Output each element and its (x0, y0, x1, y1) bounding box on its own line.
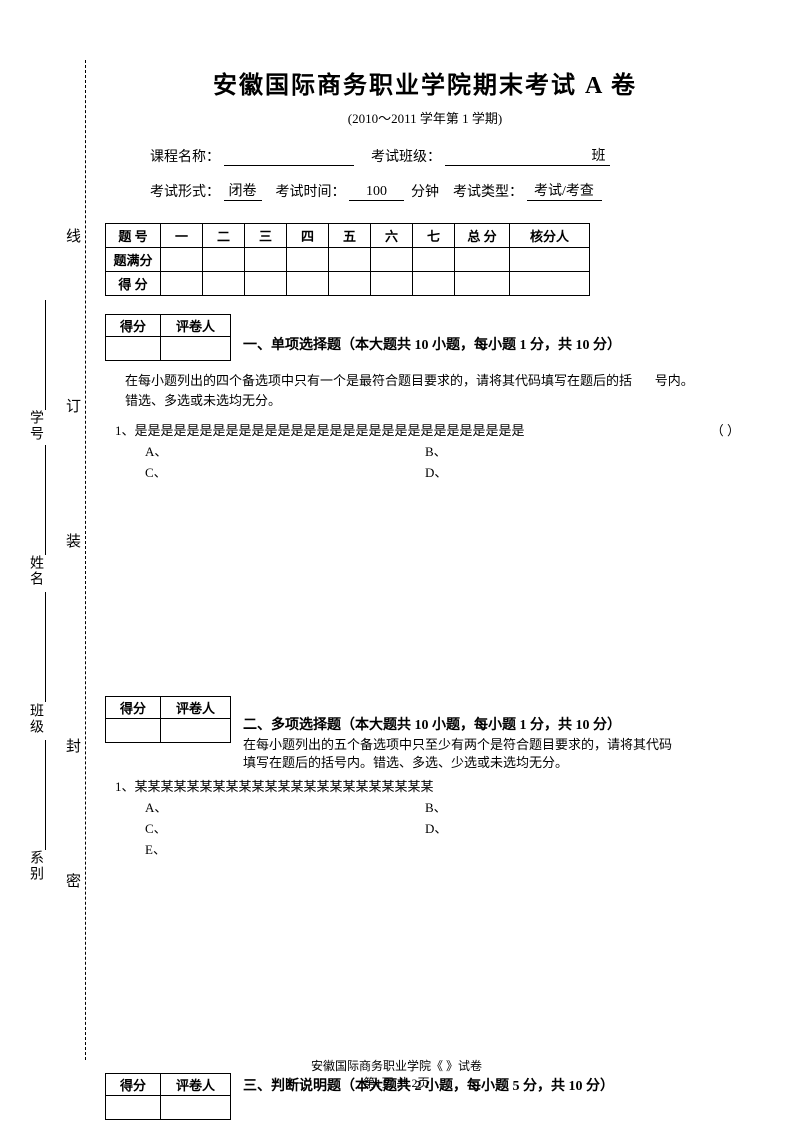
time-value: 100 (349, 184, 404, 201)
side-underline-banji (45, 592, 46, 702)
form-value: 闭卷 (224, 180, 262, 201)
footer-line-1: 安徽国际商务职业学院《 》试卷 (0, 1058, 793, 1075)
side-label-banji: 班级 (25, 703, 45, 735)
section-1-q1: 1、是是是是是是是是是是是是是是是是是是是是是是是是是是是是是是 （ ） (115, 420, 755, 439)
section-1-header: 得分 评卷人 一、单项选择题（本大题共 10 小题，每小题 1 分，共 10 分… (105, 314, 755, 361)
mini-table-2: 得分 评卷人 (105, 696, 231, 743)
opt2-a: A、 (145, 797, 425, 816)
section-2-q1-opts-e: E、 (145, 839, 755, 858)
section-2-q1-opts-ab: A、 B、 (145, 797, 755, 816)
meta-row-1: 课程名称： 考试班级： 班 (150, 145, 755, 166)
side-underline-xingming (45, 445, 46, 555)
score-col-7: 七 (413, 224, 455, 248)
side-label-xuehao: 学号 (25, 410, 45, 442)
mini-score-1: 得分 (106, 315, 161, 337)
opt-a: A、 (145, 441, 425, 460)
opt2-c: C、 (145, 818, 425, 837)
mini-grader-2: 评卷人 (161, 697, 231, 719)
opt2-d: D、 (425, 818, 447, 837)
page-footer: 安徽国际商务职业学院《 》试卷 第1页 共 2页 (0, 1058, 793, 1092)
score-col-1: 一 (161, 224, 203, 248)
score-col-3: 三 (245, 224, 287, 248)
score-col-2: 二 (203, 224, 245, 248)
binding-dashed-line (85, 60, 86, 1060)
side-underline-xibie (45, 740, 46, 850)
opt2-e: E、 (145, 839, 425, 858)
class-value: 班 (445, 145, 610, 166)
binding-char-ding: 订 (66, 395, 81, 416)
binding-char-feng: 封 (66, 735, 81, 756)
section-1-q1-opts-ab: A、 B、 (145, 441, 755, 460)
course-value (224, 165, 354, 166)
type-value: 考试/考查 (527, 180, 602, 201)
score-col-6: 六 (371, 224, 413, 248)
mini-table-1: 得分 评卷人 (105, 314, 231, 361)
side-underline-xuehao (45, 300, 46, 410)
opt-c: C、 (145, 462, 425, 481)
time-unit: 分钟 (411, 185, 439, 200)
score-col-4: 四 (287, 224, 329, 248)
binding-char-xian: 线 (66, 225, 81, 246)
section-1-instruction: 在每小题列出的四个备选项中只有一个是最符合题目要求的，请将其代码填写在题后的括 … (125, 371, 745, 410)
score-table-full-row: 题满分 (106, 248, 590, 272)
score-table-header-row: 题 号 一 二 三 四 五 六 七 总 分 核分人 (106, 224, 590, 248)
side-label-xingming: 姓名 (25, 555, 45, 587)
time-label: 考试时间： (276, 185, 346, 200)
mini-score-2: 得分 (106, 697, 161, 719)
section-1-q1-opts-cd: C、 D、 (145, 462, 755, 481)
score-table: 题 号 一 二 三 四 五 六 七 总 分 核分人 题满分 得 分 (105, 223, 590, 296)
mini-grader-1: 评卷人 (161, 315, 231, 337)
section-2-title: 二、多项选择题（本大题共 10 小题，每小题 1 分，共 10 分） (243, 714, 683, 734)
score-table-score-row: 得 分 (106, 272, 590, 296)
score-col-0: 题 号 (106, 224, 161, 248)
opt2-b: B、 (425, 797, 447, 816)
row-score-label: 得 分 (106, 272, 161, 296)
row-full-label: 题满分 (106, 248, 161, 272)
side-label-xibie: 系别 (25, 850, 45, 882)
opt-d: D、 (425, 462, 447, 481)
page-title: 安徽国际商务职业学院期末考试 A 卷 (95, 65, 755, 100)
section-2-q1: 1、某某某某某某某某某某某某某某某某某某某某某某某 (115, 776, 755, 795)
section-2-q1-opts-cd: C、 D、 (145, 818, 755, 837)
page-subtitle: (2010～2011 学年第 1 学期) (95, 108, 755, 127)
opt-b: B、 (425, 441, 447, 460)
section-2-header: 得分 评卷人 二、多项选择题（本大题共 10 小题，每小题 1 分，共 10 分… (105, 696, 755, 772)
course-label: 课程名称： (150, 150, 220, 165)
score-col-checker: 核分人 (510, 224, 590, 248)
section-1-title: 一、单项选择题（本大题共 10 小题，每小题 1 分，共 10 分） (243, 334, 621, 354)
type-label: 考试类型： (453, 185, 523, 200)
score-col-total: 总 分 (455, 224, 510, 248)
binding-char-mi: 密 (66, 870, 81, 891)
form-label: 考试形式： (150, 185, 220, 200)
meta-row-2: 考试形式： 闭卷 考试时间： 100 分钟 考试类型： 考试/考查 (150, 180, 755, 201)
class-label: 考试班级： (371, 150, 441, 165)
score-col-5: 五 (329, 224, 371, 248)
binding-char-zhuang: 装 (66, 530, 81, 551)
section-2-desc: 在每小题列出的五个备选项中只至少有两个是符合题目要求的，请将其代码填写在题后的括… (243, 736, 683, 772)
q1-blank: （ ） (711, 420, 740, 439)
footer-line-2: 第1页 共 2页 (0, 1075, 793, 1092)
